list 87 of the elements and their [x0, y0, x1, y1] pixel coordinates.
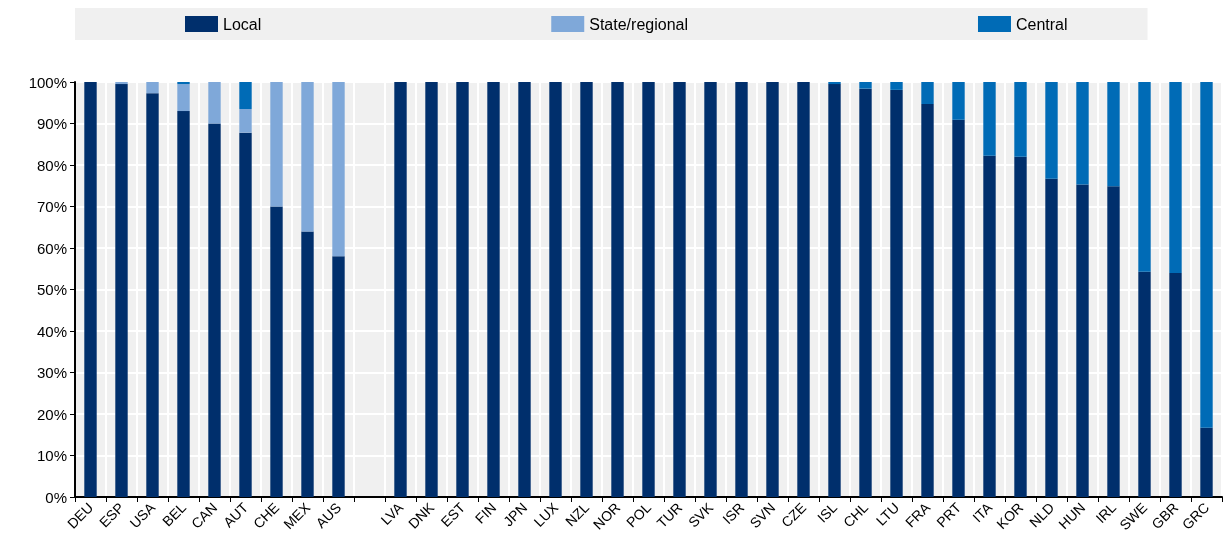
- bar: [1107, 82, 1120, 187]
- x-tick-label: TUR: [653, 499, 686, 531]
- x-tick-label: LVA: [377, 498, 407, 528]
- bar: [921, 82, 934, 104]
- bar: [766, 82, 779, 497]
- x-tick-label: CHL: [840, 499, 872, 531]
- bar: [1138, 82, 1151, 272]
- bar: [1014, 156, 1027, 497]
- bar: [394, 82, 407, 497]
- bar: [332, 82, 345, 257]
- x-tick-label: BEL: [159, 499, 190, 530]
- bar: [115, 84, 128, 497]
- bar: [487, 82, 500, 497]
- bar: [890, 89, 903, 497]
- bar: [332, 256, 345, 497]
- bar: [177, 82, 190, 85]
- bar: [1045, 82, 1058, 179]
- bar: [859, 82, 872, 89]
- bar: [1200, 82, 1213, 428]
- bar: [1138, 271, 1151, 497]
- bar: [983, 155, 996, 497]
- x-tick-label: NLD: [1026, 499, 1058, 531]
- bar: [177, 84, 190, 112]
- x-tick-label: IRL: [1092, 499, 1120, 527]
- bar: [208, 82, 221, 124]
- y-tick-label: 40%: [36, 322, 67, 340]
- x-tick-label: NZL: [562, 499, 593, 530]
- bar: [1076, 82, 1089, 185]
- x-tick-label: ISL: [813, 499, 841, 526]
- bar: [549, 82, 562, 497]
- bar: [1014, 82, 1027, 157]
- x-tick-label: POL: [623, 499, 655, 531]
- bar: [1169, 82, 1182, 273]
- bar: [239, 132, 252, 497]
- y-tick-label: 90%: [36, 115, 67, 132]
- bar: [890, 82, 903, 90]
- bar: [828, 82, 841, 85]
- bar: [84, 82, 97, 497]
- bar: [1045, 178, 1058, 497]
- bar: [704, 82, 717, 497]
- bar: [952, 82, 965, 120]
- y-tick-label: 50%: [36, 281, 67, 298]
- bar: [1107, 186, 1120, 497]
- bar: [983, 82, 996, 156]
- bar: [239, 108, 252, 133]
- bar: [425, 82, 438, 497]
- bar: [735, 82, 748, 497]
- y-tick-label: 70%: [36, 198, 67, 215]
- bar: [797, 82, 810, 497]
- bar: [239, 82, 252, 109]
- bar: [921, 104, 934, 497]
- legend-label: State/regional: [589, 15, 688, 33]
- y-tick-label: 30%: [36, 364, 67, 381]
- y-tick-label: 60%: [36, 239, 67, 257]
- bar: [301, 231, 314, 497]
- x-tick-label: FIN: [471, 499, 500, 527]
- x-tick-label: USA: [126, 498, 159, 531]
- bar: [177, 111, 190, 497]
- y-tick-label: 80%: [36, 156, 67, 174]
- bar: [859, 88, 872, 497]
- x-tick-label: ISR: [719, 499, 748, 528]
- bar: [611, 82, 624, 497]
- bar: [146, 82, 159, 94]
- legend-label: Local: [223, 15, 262, 33]
- bar: [1076, 184, 1089, 497]
- bar: [828, 84, 841, 497]
- y-tick-label: 0%: [45, 488, 67, 506]
- bar: [580, 82, 593, 497]
- x-tick-label: ITA: [969, 498, 996, 526]
- y-tick-label: 10%: [36, 447, 67, 464]
- y-tick-label: 20%: [36, 405, 67, 423]
- bar: [301, 82, 314, 232]
- bar: [456, 82, 469, 497]
- bar: [518, 82, 531, 497]
- x-tick-label: FRA: [902, 498, 934, 531]
- legend-label: Central: [1015, 15, 1068, 33]
- bar: [673, 82, 686, 497]
- bar: [1169, 272, 1182, 497]
- bar: [115, 82, 128, 85]
- bar: [642, 82, 655, 497]
- bar: [146, 93, 159, 497]
- bar: [270, 82, 283, 207]
- bar: [1200, 427, 1213, 497]
- y-tick-label: 100%: [28, 73, 67, 91]
- bar: [208, 123, 221, 497]
- bar: [952, 119, 965, 497]
- bar: [270, 206, 283, 497]
